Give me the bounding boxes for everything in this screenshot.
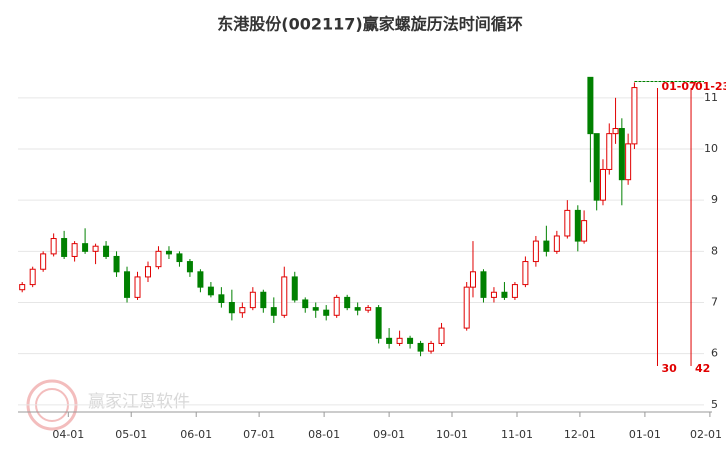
candle-body [612,128,619,135]
candle-body [165,250,172,255]
candle-body [587,76,594,135]
candle-body [29,268,36,286]
y-tick-label: 5 [711,398,718,411]
candle-body [480,271,487,298]
candle-body [197,271,204,288]
cycle-date: 01-07 [661,80,696,93]
candle-body [249,291,256,309]
candle-body [312,307,319,311]
candle-body [155,250,162,268]
x-tick-label: 12-01 [564,428,596,441]
candle-body [124,271,131,298]
candle-body [553,235,560,252]
y-tick-label: 8 [711,244,718,257]
y-tick-label: 6 [711,347,718,360]
y-tick-label: 11 [704,91,718,104]
candle-body [631,87,638,145]
x-tick-label: 09-01 [373,428,405,441]
y-tick-label: 9 [711,193,718,206]
candle-body [463,286,470,329]
candle-body [207,286,214,296]
candle-body [407,337,414,344]
candle-body [134,276,141,298]
candle-body [599,168,606,201]
candle-body [333,296,340,316]
candle-body [260,291,267,309]
candle-body [176,253,183,263]
x-tick-label: 06-01 [180,428,212,441]
candle-body [522,261,529,286]
chart-title: 东港股份(002117)赢家螺旋历法时间循环 [217,15,522,34]
x-tick-label: 05-01 [115,428,147,441]
candle-body [281,276,288,316]
candle-body [606,133,613,170]
candle-body [19,284,26,291]
candle-body [417,342,424,352]
x-tick-label: 02-01 [690,428,722,441]
candle-body [40,253,47,270]
candle-body [375,307,382,339]
candle-body [428,342,435,352]
candle-body [228,301,235,314]
candle-body [574,209,581,242]
candle-body [92,245,99,252]
candle-body [386,337,393,344]
x-tick-label: 01-01 [629,428,661,441]
candle-body [593,133,600,201]
candle-body [218,294,225,303]
candle-body [469,271,476,288]
cycle-date: 01-23 [695,80,726,93]
candle-body [532,240,539,263]
candle-body [543,240,550,252]
watermark: 赢家江恩软件 [88,392,190,412]
x-tick-label: 11-01 [501,428,533,441]
cycle-count: 30 [661,362,677,375]
cycle-count: 42 [695,362,710,375]
candle-body [396,337,403,344]
candle-body [50,238,57,255]
candle-body [113,255,120,273]
candle-body [438,327,445,344]
x-tick-label: 04-01 [52,428,84,441]
candle-body [365,307,372,311]
candle-body [564,209,571,237]
candle-body [501,291,508,298]
candle-body [144,266,151,278]
candle-body [82,243,89,252]
candle-body [344,296,351,309]
candle-body [270,307,277,316]
candle-body [71,243,78,257]
candle-body [581,220,588,242]
candle-body [103,245,110,257]
candle-body [291,276,298,301]
y-tick-label: 7 [711,295,718,308]
candle-body [618,128,625,181]
candle-body [490,291,497,298]
x-tick-label: 10-01 [436,428,468,441]
candle-body [511,284,518,298]
candle-body [323,309,330,316]
y-tick-label: 10 [704,142,718,155]
x-tick-label: 08-01 [308,428,340,441]
candle-body [186,261,193,273]
candle-body [625,143,632,181]
candle-body [61,238,68,257]
candle-body [239,307,246,314]
x-tick-label: 07-01 [243,428,275,441]
candle-body [302,299,309,309]
candle-body [354,307,361,311]
